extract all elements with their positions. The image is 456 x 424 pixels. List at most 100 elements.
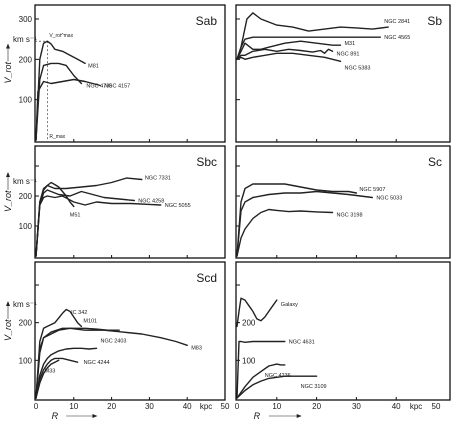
curve-ngc-4631 [236, 340, 286, 399]
panel-frame [34, 4, 226, 143]
y-tick-label: 200 [19, 192, 33, 201]
x-tick-label: 30 [352, 402, 361, 411]
curve-ngc-3109 [236, 375, 318, 399]
x-tick-label: 0 [235, 402, 240, 411]
curve-m83 [35, 327, 188, 399]
curve-ngc-4244 [35, 357, 79, 399]
curve-ngc-3198 [236, 208, 334, 257]
panel-sb: Sb NGC 2841 NGC 4565 M31 NGC 891 NGC 5383 [235, 4, 451, 143]
x-tick-label: 0 [34, 402, 39, 411]
series-label: M33 [45, 368, 56, 374]
series-label: NGC 3109 [301, 384, 327, 390]
series-label: M101 [83, 318, 97, 324]
x-unit-label: kpc [200, 402, 212, 411]
series-label: NGC 4244 [84, 360, 110, 366]
curve-ngc-2841 [236, 12, 389, 60]
curve-ngc-5055 [35, 195, 162, 257]
panel-label: Scd [196, 271, 217, 285]
curve-ngc-2403 [35, 347, 98, 399]
curve-ngc-4565 [236, 36, 381, 60]
curve-ngc-4157 [35, 78, 102, 141]
series-label: NGC 7331 [145, 176, 171, 182]
series-label: NGC 5383 [344, 65, 370, 71]
series-label: M51 [70, 213, 81, 219]
y-unit-label: km s⁻¹ [13, 300, 37, 309]
x-axis-arrowhead-icon [296, 414, 302, 418]
curve-ngc-7331 [35, 177, 143, 257]
panel-frame [235, 145, 451, 259]
series-label: NGC 4631 [289, 340, 315, 346]
curve-ngc-4736 [35, 62, 83, 141]
x-tick-label: 50 [221, 402, 230, 411]
y-unit-label: km s⁻¹ [13, 177, 37, 186]
y-axis-arrowhead-icon [6, 43, 10, 49]
rmax-annotation: R_max [49, 134, 65, 140]
x-tick-label: 10 [272, 402, 281, 411]
y-tick-label: 100 [19, 356, 33, 365]
y-axis-arrowhead-icon [6, 301, 10, 306]
curve-ngc-891 [236, 48, 334, 60]
vmax-annotation: V_rot^max [49, 33, 73, 39]
curve-galaxy [236, 297, 278, 328]
panel-scd: 100 200 km s⁻¹ V_rot 0 10 20 30 40 50 kpc R Scd M101 I… [3, 261, 230, 421]
curve-m81 [35, 40, 86, 141]
series-label: NGC 2403 [100, 338, 126, 344]
panel-label: Sab [196, 14, 218, 28]
y-tick-label: 200 [242, 319, 256, 328]
x-tick-label: 50 [432, 402, 441, 411]
series-label: NGC 2841 [384, 19, 410, 25]
series-label: IC 342 [71, 310, 87, 316]
y-axis-label: V_rot [3, 61, 13, 83]
y-axis-arrowhead-icon [6, 172, 10, 177]
x-tick-label: 40 [183, 402, 192, 411]
y-tick-label: 100 [242, 356, 256, 365]
curve-ngc-5033 [236, 190, 373, 257]
series-label: NGC 891 [337, 51, 360, 57]
series-label: Galaxy [281, 302, 298, 308]
series-label: NGC 5055 [165, 203, 191, 209]
panel-sbc: 100 200 km s⁻¹V_rot Sbc NGC 7331 NGC 4258 M51 N… [3, 145, 226, 259]
panel-frame [34, 145, 226, 259]
y-axis-label: V_rot [3, 319, 13, 341]
curve-ngc-4258 [35, 189, 136, 257]
curve-ngc-4236 [236, 363, 286, 399]
y-tick-label: 100 [19, 222, 33, 231]
curve-ngc-5383 [236, 52, 342, 62]
series-label: M81 [88, 63, 99, 69]
panel-frame [235, 4, 451, 143]
panel-mw-dwarfs: 100 200 0 10 20 30 40 50 kpc R Galaxy NGC 4631 NGC 4… [235, 261, 451, 421]
series-label: NGC 4565 [384, 35, 410, 41]
x-tick-label: 10 [69, 402, 78, 411]
panel-label: Sbc [196, 155, 217, 169]
y-tick-label: 200 [19, 55, 33, 64]
panel-frame [235, 261, 451, 401]
curve-ngc-5907 [236, 183, 358, 257]
y-tick-label: 100 [19, 96, 33, 105]
y-unit-label: km s⁻¹ [13, 35, 37, 44]
x-tick-label: 20 [312, 402, 321, 411]
series-label: NGC 4157 [104, 84, 130, 90]
series-label: NGC 4258 [138, 199, 164, 205]
series-label: NGC 4236 [265, 373, 291, 379]
x-unit-label: kpc [410, 402, 422, 411]
panel-label: Sc [428, 155, 442, 169]
panel-sc: Sc NGC 5907 NGC 5033 NGC 3198 [235, 145, 451, 259]
series-label: M83 [191, 345, 202, 351]
series-label: NGC 4736 [86, 84, 112, 90]
y-tick-label: 200 [19, 319, 33, 328]
panel-label: Sb [427, 14, 442, 28]
panel-frame [34, 261, 226, 401]
series-label: NGC 5907 [359, 187, 385, 193]
series-label: NGC 3198 [337, 213, 363, 219]
series-label: NGC 5033 [376, 196, 402, 202]
x-tick-label: 40 [392, 402, 401, 411]
x-axis-label: R [254, 411, 261, 421]
x-axis-label: R [52, 411, 59, 421]
x-tick-label: 30 [145, 402, 154, 411]
curve-m33 [35, 359, 60, 399]
curve-m31 [236, 40, 342, 60]
y-axis-label: V_rot [3, 190, 13, 212]
series-label: M31 [344, 41, 355, 47]
y-tick-label: 300 [19, 15, 33, 24]
